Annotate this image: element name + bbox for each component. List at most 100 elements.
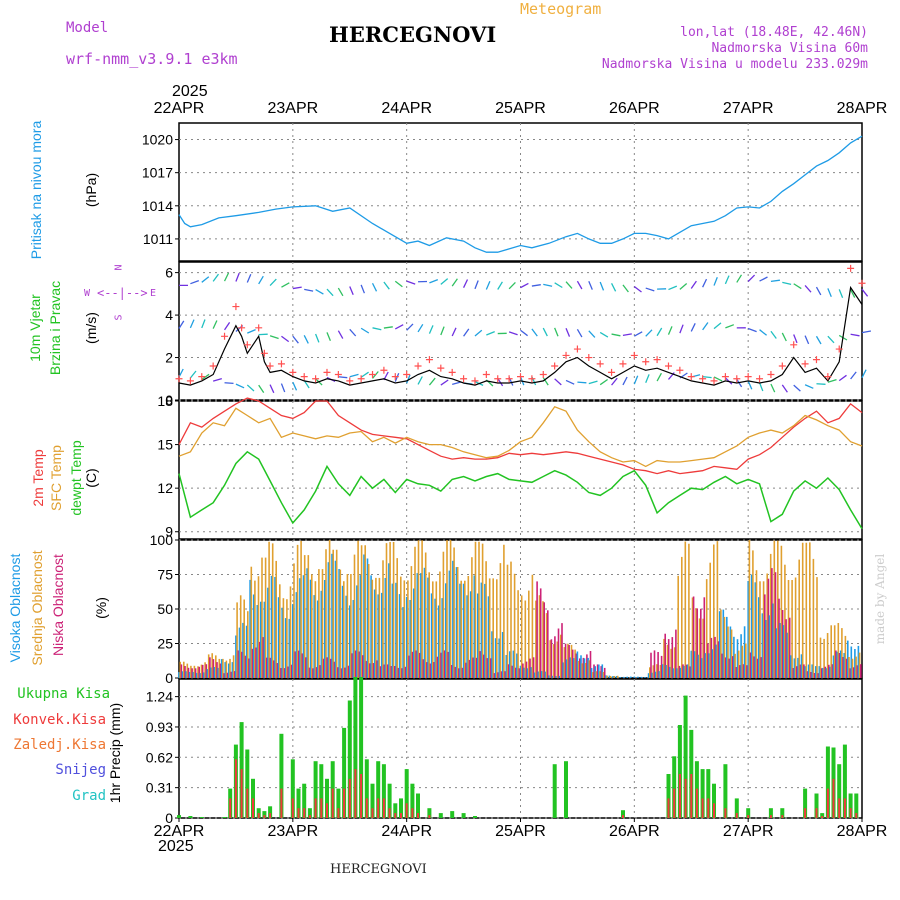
wind-arrow: [303, 335, 309, 344]
wind-arrow: [565, 379, 575, 385]
compass-west: W: [84, 288, 91, 299]
wind-arrow: [315, 378, 323, 386]
wind-ylabel-2: Brzina i Pravac: [47, 280, 63, 376]
wind-arrow: [633, 286, 642, 293]
wind-gust-marker: [357, 375, 365, 383]
wind-arrow: [816, 383, 826, 385]
wind-arrow: [326, 376, 336, 382]
wind-arrow: [372, 371, 379, 379]
wind-arrow: [463, 328, 470, 337]
precip-total-bar: [837, 764, 842, 818]
wind-arrow: [747, 380, 753, 390]
wind-arrow: [520, 329, 528, 337]
wind-arrow: [508, 281, 516, 290]
precip-ytick-label: 1.24: [146, 689, 173, 705]
wind-arrow: [759, 276, 768, 282]
wind-gust-marker: [346, 377, 354, 385]
wind-arrow: [474, 329, 483, 337]
precip-conv-bar: [826, 788, 829, 818]
wind-arrow: [531, 328, 538, 337]
precip-total-bar: [359, 677, 364, 818]
wind-arrow: [292, 335, 299, 344]
precip-conv-bar: [280, 788, 283, 818]
wind-arrow: [782, 281, 792, 286]
precip-total-bar: [177, 815, 181, 818]
wind-arrow: [440, 326, 445, 336]
wind-arrow: [679, 372, 688, 379]
wind-gust-marker: [710, 377, 718, 385]
wind-arrow: [690, 323, 696, 332]
temperature-ytick-label: 18: [157, 393, 173, 409]
legend-grad: Grad: [72, 788, 106, 804]
precip-conv-bar: [354, 769, 357, 818]
model-altitude-label: Nadmorska Visina u modelu 233.029m: [601, 57, 868, 72]
day-label-bottom: 23APR: [267, 823, 318, 840]
wind-arrow: [451, 278, 458, 287]
day-label-top: 24APR: [381, 100, 432, 117]
wind-arrow: [565, 328, 571, 337]
precip-total-bar: [621, 810, 625, 818]
wind-arrow: [383, 371, 389, 381]
altitude-label: Nadmorska Visina 60m: [711, 41, 868, 56]
temp-ylabel-3: dewpt Temp: [68, 440, 84, 516]
compass-north: N: [113, 264, 125, 271]
precip-total-bar: [848, 793, 853, 818]
wind-arrow: [713, 322, 722, 330]
wind-gust-marker: [664, 362, 672, 370]
wind-gust-marker: [505, 375, 513, 383]
wind-arrow: [372, 327, 382, 331]
wind-arrow: [212, 320, 218, 329]
day-label-bottom: 28APR: [837, 823, 888, 840]
wind-arrow: [656, 327, 663, 337]
precip-total-bar: [820, 813, 825, 818]
model-name: wrf-nmm_v3.9.1 e3km: [66, 50, 238, 68]
temp-ylabel: 2m Temp: [30, 449, 46, 507]
precip-total-bar: [313, 761, 318, 818]
precip-total-bar: [336, 788, 341, 818]
clouds-frame: [178, 539, 863, 679]
legend-ukupna-kisa: Ukupna Kisa: [17, 686, 110, 702]
wind-arrow: [269, 335, 279, 340]
wind-arrow: [633, 375, 639, 385]
page-title: HERCEGNOVI: [329, 22, 497, 47]
wind-gust-marker: [277, 360, 285, 368]
precip-total-bar: [228, 788, 233, 818]
wind-gust-marker: [517, 373, 524, 381]
day-label-top: 26APR: [609, 100, 660, 117]
wind-gust-marker: [221, 332, 229, 340]
wind-gust-marker: [812, 356, 820, 364]
wind-arrow: [645, 374, 650, 383]
wind-gust-marker: [260, 349, 268, 357]
day-label-top: 22APR: [154, 100, 205, 117]
wind-arrow: [451, 327, 457, 337]
precip-total-bar: [746, 808, 751, 818]
wind-arrow: [827, 335, 835, 344]
wind-gust-marker: [562, 351, 570, 359]
wind-gust-marker: [585, 354, 593, 362]
wind-gust-marker: [573, 345, 581, 353]
wind-arrow: [337, 330, 344, 339]
precip-total-bar: [416, 793, 420, 818]
precip-total-bar: [689, 729, 694, 818]
precip-total-bar: [222, 817, 227, 818]
day-label-bottom: 25APR: [495, 823, 546, 840]
temp-dewpt-line: [178, 450, 863, 530]
wind-arrow: [565, 281, 573, 289]
precip-conv-bar: [855, 813, 858, 818]
pressure-ytick-label: 1014: [142, 198, 173, 214]
wind-arrow: [485, 281, 491, 290]
precip-total-bar: [256, 808, 261, 818]
wind-arrow: [247, 329, 256, 334]
precip-total-bar: [461, 813, 466, 818]
wind-arrow: [599, 378, 608, 386]
wind-arrow: [804, 384, 814, 389]
precip-total-bar: [780, 808, 785, 818]
year-bottom: 2025: [158, 838, 194, 855]
wind-arrow: [702, 322, 709, 331]
wind-arrow: [781, 384, 788, 393]
precip-total-bar: [188, 816, 193, 818]
wind-arrow: [667, 326, 673, 335]
temp-unit: (C): [83, 468, 99, 488]
pressure-frame: [178, 122, 863, 262]
pressure-ylabel: Pritisak na nivou mora: [28, 120, 44, 260]
